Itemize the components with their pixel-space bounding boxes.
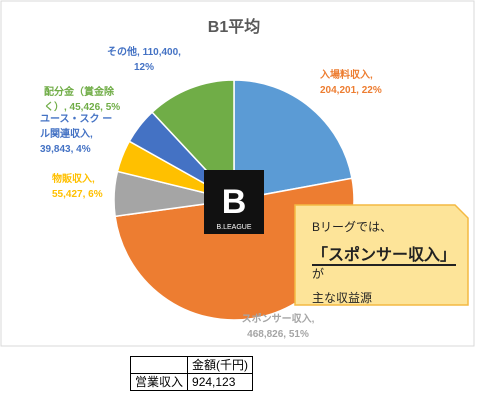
data-label: 配分金（賞金除く）, 45,426, 5% (44, 85, 120, 113)
table-row-value: 924,123 (187, 373, 254, 391)
data-label: スポンサー収入, 468,826, 51% (242, 312, 315, 340)
table-row: 営業収入 924,123 (129, 373, 254, 391)
revenue-table: 金額(千円) 営業収入 924,123 (129, 356, 254, 391)
callout-line2: 「スポンサー収入」が (312, 241, 462, 283)
callout-line1: Bリーグでは、 (312, 220, 393, 234)
chart-title: B1平均 (208, 17, 260, 36)
data-label: 物販収入, 55,427, 6% (52, 172, 103, 200)
table-header: 金額(千円) (187, 356, 254, 374)
bleague-logo: B B.LEAGUE (204, 170, 264, 234)
callout: Bリーグでは、 「スポンサー収入」が 主な収益源 (312, 218, 462, 306)
callout-highlight: 「スポンサー収入」 (312, 247, 457, 266)
data-label: 入場料収入, 204,201, 22% (320, 68, 382, 96)
callout-line3: 主な収益源 (312, 291, 373, 305)
callout-shape (294, 204, 469, 306)
data-label: ユース・スク ール関連収入, 39,843, 4% (40, 113, 112, 155)
svg-text:B: B (222, 183, 247, 221)
table-corner-cell (129, 356, 189, 374)
table-header-row: 金額(千円) (129, 356, 254, 374)
table-row-label: 営業収入 (129, 373, 189, 391)
callout-line2-tail: が (312, 267, 325, 281)
data-label: その他, 110,400, 12% (107, 45, 181, 73)
logo-text: B.LEAGUE (216, 224, 251, 231)
